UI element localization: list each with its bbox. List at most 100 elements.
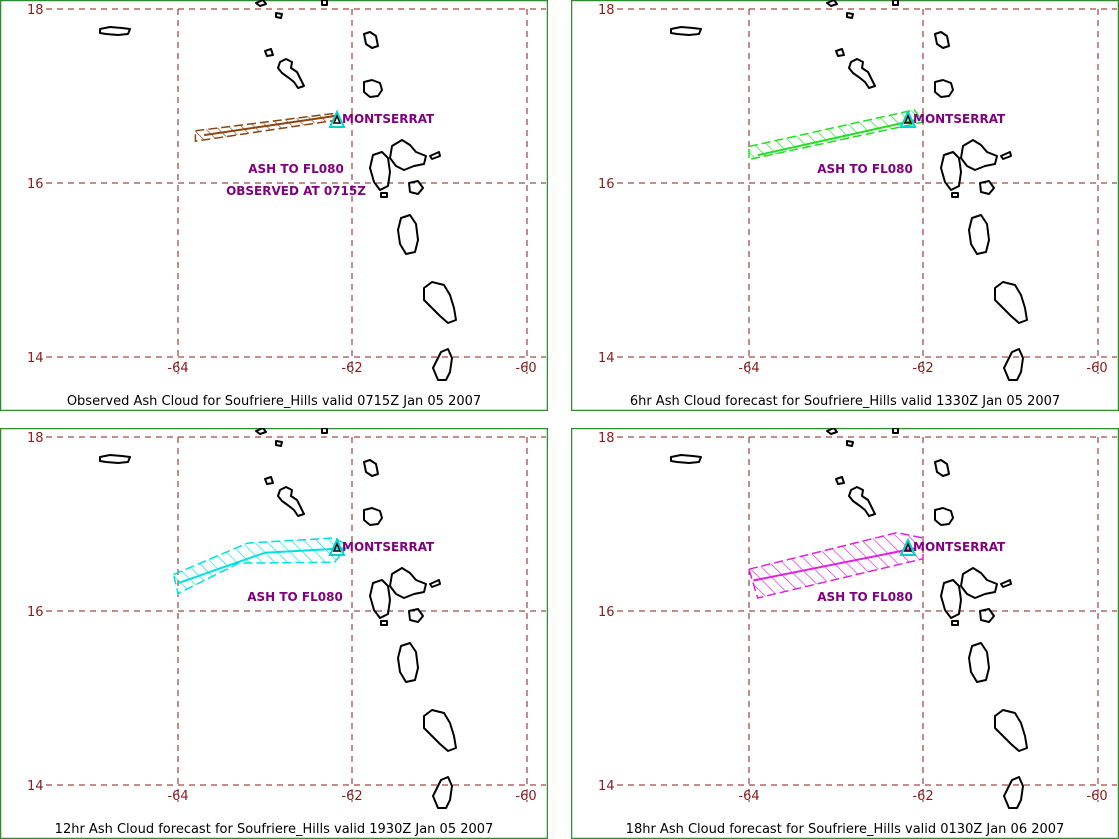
les-saintes-islet (380, 192, 388, 198)
lon-tick-label: -62 (912, 361, 933, 376)
antigua-island (934, 79, 954, 98)
barbuda-island (363, 31, 379, 49)
lon-tick-label: -64 (738, 789, 759, 804)
map-frame (0, 0, 548, 411)
volcano-icon (328, 109, 346, 128)
map-frame (571, 0, 1119, 411)
map-panel-6hr: 18 16 14 -64 -62 -60 MONTSERRAT ASH TO FL080 6h… (571, 0, 1119, 411)
st-croix-island (670, 26, 702, 36)
ash-map-12hr: 18 16 14 -64 -62 -60 MONTSERRAT ASH TO FL080 (0, 428, 548, 839)
ash-cloud-axis (757, 119, 915, 157)
st-croix-island (670, 454, 702, 464)
coastlines (670, 0, 1028, 381)
desirade-islet (429, 151, 441, 160)
anguilla-islet (835, 48, 845, 57)
map-frame (571, 428, 1119, 839)
anguilla-islet (264, 476, 274, 485)
martinique-island (423, 281, 457, 324)
virgin-islet-1 (255, 428, 267, 435)
montserrat-island (332, 114, 342, 124)
barbuda-island (934, 31, 950, 49)
virgin-islet-2 (846, 440, 854, 447)
panel-caption: 12hr Ash Cloud forecast for Soufriere_Hi… (54, 822, 494, 837)
les-saintes-islet (951, 192, 959, 198)
volcano-icon (328, 537, 346, 556)
ash-cloud-area (748, 531, 924, 599)
martinique-island (994, 709, 1028, 752)
virgin-islet-2 (846, 12, 854, 19)
ash-map-18hr: 18 16 14 -64 -62 -60 MONTSERRAT ASH TO FL080 (571, 428, 1119, 839)
antigua-island (934, 507, 954, 526)
map-panel-12hr: 18 16 14 -64 -62 -60 MONTSERRAT ASH TO FL080 12… (0, 428, 548, 839)
lon-tick-label: -64 (167, 361, 188, 376)
panel-caption: 18hr Ash Cloud forecast for Soufriere_Hi… (625, 822, 1065, 837)
lon-tick-label: -64 (738, 361, 759, 376)
lat-tick-label: 14 (598, 779, 615, 794)
ash-annotation-label: ASH TO FL080 (247, 590, 343, 604)
montserrat-island (903, 542, 913, 552)
desirade-islet (429, 579, 441, 588)
panel-caption: Observed Ash Cloud for Soufriere_Hills v… (66, 394, 482, 409)
lon-tick-label: -64 (167, 789, 188, 804)
ash-map-observed: 18 16 14 -64 -62 -60 MONTSERRAT ASH TO FL080 OBS… (0, 0, 548, 411)
desirade-islet (1000, 151, 1012, 160)
virgin-islet-1 (826, 0, 838, 7)
ash-map-6hr: 18 16 14 -64 -62 -60 MONTSERRAT ASH TO FL080 (571, 0, 1119, 411)
st-martin-island (848, 58, 876, 89)
martinique-island (994, 281, 1028, 324)
marie-galante-island (979, 180, 995, 195)
marie-galante-island (408, 608, 424, 623)
lat-tick-label: 16 (598, 605, 615, 620)
dominica-island (397, 214, 419, 255)
desirade-islet (1000, 579, 1012, 588)
st-martin-island (848, 486, 876, 517)
ash-cloud-axis (177, 547, 344, 585)
panel-caption: 6hr Ash Cloud forecast for Soufriere_Hil… (629, 394, 1061, 409)
ash-annotation-label: ASH TO FL080 (248, 162, 344, 176)
st-lucia-island (1003, 348, 1024, 381)
ash-cloud-axis (753, 547, 915, 582)
marie-galante-island (408, 180, 424, 195)
st-croix-island (99, 454, 131, 464)
lat-tick-label: 14 (27, 779, 44, 794)
volcano-label: MONTSERRAT (913, 540, 1006, 554)
volcano-icon (899, 109, 917, 128)
st-martin-island (277, 58, 305, 89)
lon-tick-label: -62 (341, 789, 362, 804)
les-saintes-islet (951, 620, 959, 626)
st-martin-island (277, 486, 305, 517)
st-croix-island (99, 26, 131, 36)
lat-tick-label: 18 (598, 3, 615, 18)
guadeloupe-basse-terre (940, 151, 962, 191)
lat-tick-label: 18 (27, 431, 44, 446)
coastlines (99, 0, 457, 381)
lon-tick-label: -60 (515, 361, 536, 376)
sombrero-islet (892, 428, 899, 434)
guadeloupe-grande-terre (960, 139, 998, 171)
map-panel-18hr: 18 16 14 -64 -62 -60 MONTSERRAT ASH TO FL080 18… (571, 428, 1119, 839)
map-frame (0, 428, 548, 839)
ash-annotation-label: ASH TO FL080 (817, 590, 913, 604)
lat-tick-label: 18 (27, 3, 44, 18)
antigua-island (363, 507, 383, 526)
lat-tick-label: 16 (598, 177, 615, 192)
coastlines (670, 428, 1028, 809)
guadeloupe-grande-terre (389, 139, 427, 171)
anguilla-islet (264, 48, 274, 57)
ash-cloud-axis (203, 115, 335, 137)
virgin-islet-1 (255, 0, 267, 7)
guadeloupe-basse-terre (369, 579, 391, 619)
lon-tick-label: -60 (515, 789, 536, 804)
sombrero-islet (321, 0, 328, 6)
montserrat-island (903, 114, 913, 124)
st-lucia-island (1003, 776, 1024, 809)
st-lucia-island (432, 776, 453, 809)
martinique-island (423, 709, 457, 752)
volcano-label: MONTSERRAT (342, 540, 435, 554)
virgin-islet-1 (826, 428, 838, 435)
lat-tick-label: 14 (598, 351, 615, 366)
dominica-island (397, 642, 419, 683)
virgin-islet-2 (275, 12, 283, 19)
lon-tick-label: -60 (1086, 789, 1107, 804)
dominica-island (968, 642, 990, 683)
